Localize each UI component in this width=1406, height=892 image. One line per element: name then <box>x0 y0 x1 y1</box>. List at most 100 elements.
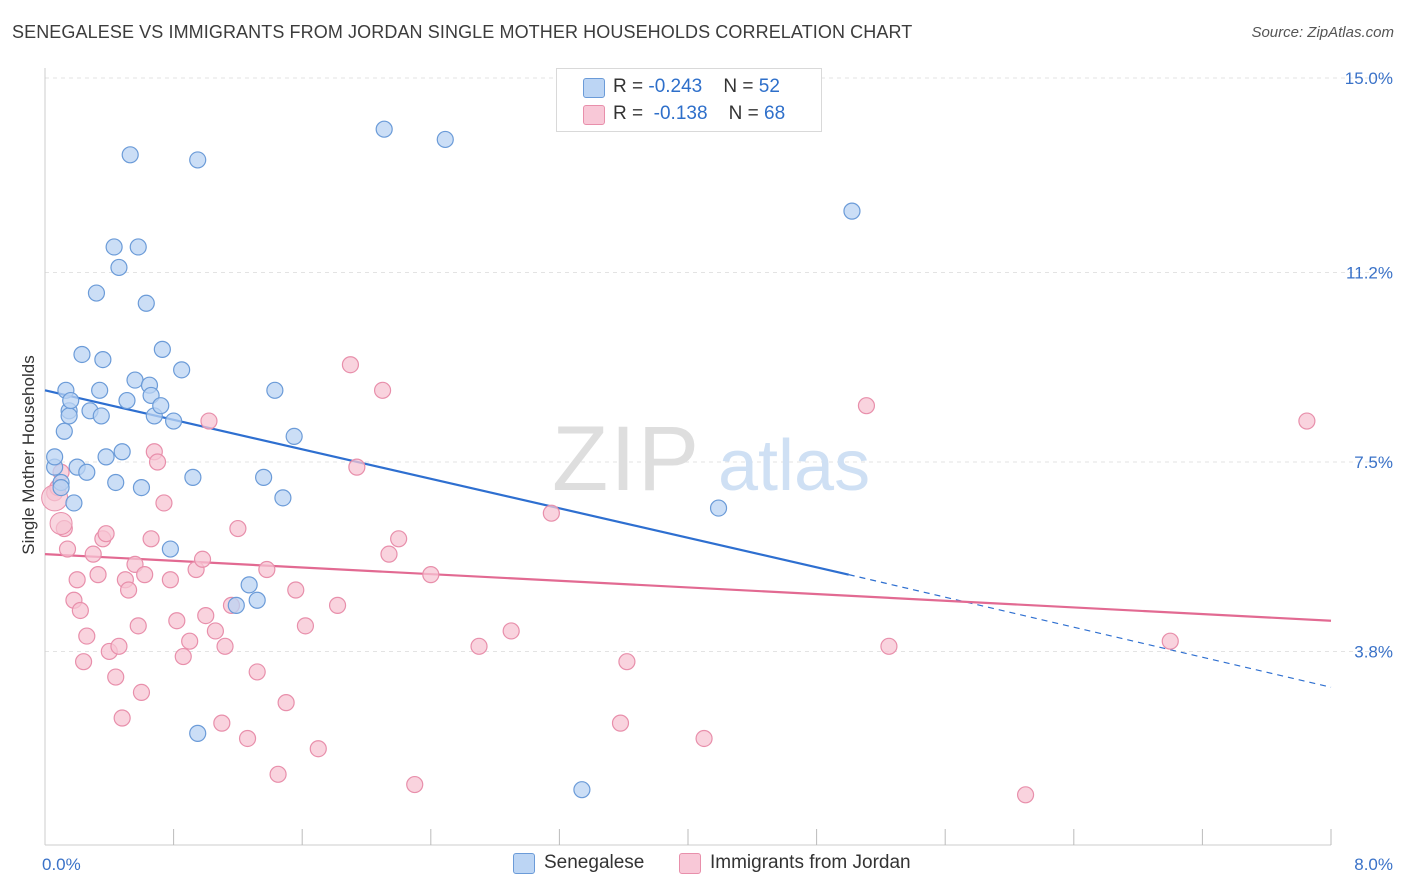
senegalese-point <box>92 407 110 425</box>
jordan-point <box>422 566 440 584</box>
senegalese-point <box>165 412 183 430</box>
watermark: ZIP atlas <box>552 408 870 510</box>
jordan-point <box>390 530 408 548</box>
senegalese-point <box>65 494 83 512</box>
senegalese-point <box>240 576 258 594</box>
jordan-point <box>618 653 636 671</box>
senegalese-point <box>573 781 591 799</box>
jordan-point <box>206 622 224 640</box>
bottom-legend-label: Senegalese <box>544 852 645 873</box>
legend-r-value: -0.138 <box>648 103 708 124</box>
senegalese-point <box>110 258 128 277</box>
senegalese-point <box>843 202 861 220</box>
jordan-point <box>611 714 630 732</box>
legend-r-label: R = <box>613 103 649 124</box>
senegalese-point <box>132 479 151 497</box>
bottom-legend-label: Immigrants from Jordan <box>710 852 911 873</box>
legend-n-value: 52 <box>758 76 780 97</box>
chart-source: Source: ZipAtlas.com <box>1251 24 1394 41</box>
jordan-point <box>74 653 93 671</box>
jordan-point <box>406 775 424 794</box>
y-tick-label: 11.2% <box>1346 264 1393 283</box>
jordan-point <box>287 581 305 599</box>
bottom-swatch-blue <box>513 853 535 874</box>
jordan-point <box>1161 632 1179 650</box>
senegalese-point <box>121 146 139 164</box>
senegalese-points <box>46 120 861 799</box>
jordan-point <box>880 637 898 655</box>
jordan-trend-line <box>44 553 1332 622</box>
jordan-point <box>181 632 199 650</box>
senegalese-point <box>73 345 91 364</box>
senegalese-point <box>55 422 73 440</box>
senegalese-point <box>189 151 207 169</box>
senegalese-point <box>107 473 125 492</box>
bottom-swatch-pink <box>679 853 701 874</box>
jordan-point <box>89 566 107 584</box>
jordan-point <box>107 668 125 686</box>
senegalese-point <box>91 381 109 399</box>
jordan-point <box>148 453 167 471</box>
jordan-point <box>470 637 488 655</box>
jordan-point <box>161 571 179 589</box>
jordan-point <box>373 381 392 399</box>
jordan-point <box>58 540 77 558</box>
senegalese-point <box>97 448 115 466</box>
x-tick-label: 8.0% <box>1354 855 1393 874</box>
jordan-point <box>213 714 231 732</box>
axes <box>44 68 1332 846</box>
chart-title: SENEGALESE VS IMMIGRANTS FROM JORDAN SIN… <box>12 22 913 42</box>
senegalese-point <box>60 407 78 425</box>
senegalese-point <box>173 361 191 379</box>
tick-labels: 3.8% 7.5% 11.2% 15.0% 0.0% 8.0% <box>42 69 1393 874</box>
senegalese-point <box>161 540 179 558</box>
jordan-point <box>348 458 366 476</box>
jordan-point <box>328 596 347 614</box>
jordan-point <box>1298 412 1316 430</box>
senegalese-point <box>436 130 454 149</box>
jordan-point <box>119 581 138 599</box>
senegalese-point <box>113 443 131 461</box>
jordan-point <box>113 709 131 727</box>
senegalese-point <box>227 596 245 614</box>
senegalese-point <box>375 120 393 138</box>
jordan-point <box>97 525 115 543</box>
senegalese-point <box>152 397 170 415</box>
y-tick-label: 15.0% <box>1345 69 1393 88</box>
jordan-point <box>1016 786 1035 804</box>
senegalese-point <box>87 284 106 302</box>
senegalese-point <box>274 489 292 507</box>
senegalese-point <box>129 238 147 256</box>
grid-lines <box>45 77 1392 652</box>
jordan-point <box>542 504 560 522</box>
watermark-zip: ZIP <box>552 408 701 510</box>
jordan-point <box>857 397 876 415</box>
jordan-point <box>197 606 215 625</box>
senegalese-point <box>153 340 171 358</box>
jordan-point <box>277 694 295 712</box>
jordan-points <box>41 356 1316 804</box>
senegalese-point <box>137 294 155 312</box>
jordan-point <box>84 545 102 563</box>
senegalese-point <box>78 463 96 481</box>
jordan-point <box>309 740 327 758</box>
jordan-point <box>200 412 218 430</box>
jordan-point <box>168 612 186 630</box>
senegalese-point <box>118 391 136 410</box>
y-tick-label: 3.8% <box>1354 642 1393 661</box>
jordan-point <box>49 511 73 535</box>
y-axis-label: Single Mother Households <box>19 355 38 554</box>
jordan-point <box>193 550 212 568</box>
legend-n-label: N = <box>728 103 765 124</box>
legend-n-value: 68 <box>764 103 786 124</box>
senegalese-point <box>62 391 80 410</box>
jordan-point <box>129 617 147 635</box>
jordan-point <box>142 530 160 548</box>
jordan-point <box>174 647 192 666</box>
stats-legend: R = -0.243 N = 52 R = -0.138 N = 68 <box>556 68 822 132</box>
y-tick-label: 7.5% <box>1354 453 1393 472</box>
senegalese-trend-extension <box>848 574 1332 688</box>
x-tick-label: 0.0% <box>42 855 81 874</box>
watermark-atlas: atlas <box>718 426 870 506</box>
